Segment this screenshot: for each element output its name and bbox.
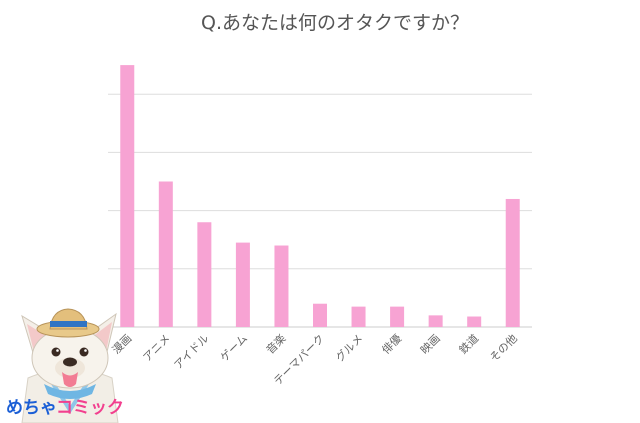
x-tick-label: 鉄道 xyxy=(456,331,481,356)
x-tick-label: アニメ xyxy=(141,332,173,364)
bar-10 xyxy=(505,198,520,327)
x-tick-label: その他 xyxy=(487,332,520,365)
bar-2 xyxy=(197,222,212,327)
bar-5 xyxy=(313,303,327,327)
logo-text-left: めちゃ xyxy=(6,398,57,418)
logo-text-right: コミック xyxy=(56,398,124,418)
x-tick-label: グルメ xyxy=(332,331,365,364)
bar-7 xyxy=(390,306,405,327)
bar-3 xyxy=(235,242,250,327)
x-tick-label: 漫画 xyxy=(109,331,134,356)
chart-title: Q.あなたは何のオタクですか？ xyxy=(201,12,469,34)
mascot-dog-image xyxy=(21,308,119,423)
brand-logo: めちゃ コミック xyxy=(6,398,124,418)
bar-8 xyxy=(428,315,443,327)
bar-0 xyxy=(120,65,135,327)
x-tick-label: 音楽 xyxy=(263,331,288,356)
bar-6 xyxy=(351,306,366,327)
x-tick-label: 映画 xyxy=(418,332,443,357)
x-tick-label: ゲーム xyxy=(218,332,250,364)
x-tick-label: 俳優 xyxy=(379,332,404,357)
bar-4 xyxy=(274,245,289,327)
bar-9 xyxy=(467,316,482,327)
bar-1 xyxy=(158,181,173,327)
x-tick-label: アイドル xyxy=(172,332,212,372)
chart-bars xyxy=(120,65,520,327)
